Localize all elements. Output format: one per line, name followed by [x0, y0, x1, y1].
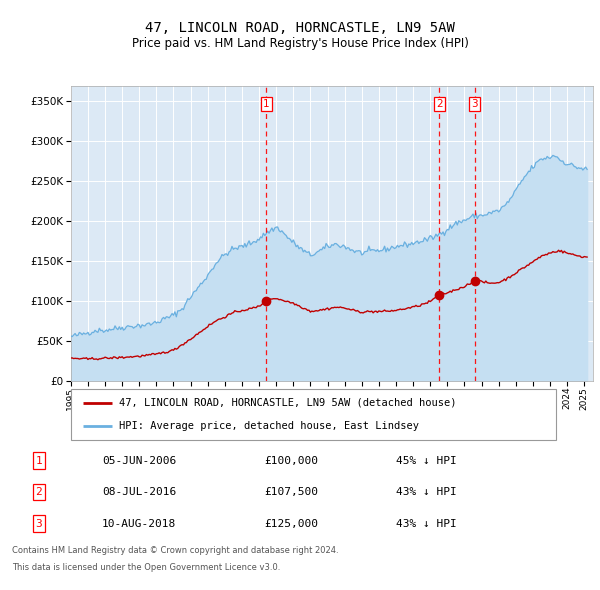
Text: 05-JUN-2006: 05-JUN-2006: [102, 455, 176, 466]
Text: Contains HM Land Registry data © Crown copyright and database right 2024.: Contains HM Land Registry data © Crown c…: [12, 546, 338, 555]
Text: HPI: Average price, detached house, East Lindsey: HPI: Average price, detached house, East…: [119, 421, 419, 431]
Text: 3: 3: [35, 519, 43, 529]
Text: 2: 2: [35, 487, 43, 497]
Text: £100,000: £100,000: [264, 455, 318, 466]
Text: £107,500: £107,500: [264, 487, 318, 497]
Text: 1: 1: [263, 99, 269, 109]
FancyBboxPatch shape: [71, 389, 556, 440]
Text: 47, LINCOLN ROAD, HORNCASTLE, LN9 5AW: 47, LINCOLN ROAD, HORNCASTLE, LN9 5AW: [145, 21, 455, 35]
Text: 45% ↓ HPI: 45% ↓ HPI: [396, 455, 457, 466]
Text: Price paid vs. HM Land Registry's House Price Index (HPI): Price paid vs. HM Land Registry's House …: [131, 37, 469, 50]
Text: 08-JUL-2016: 08-JUL-2016: [102, 487, 176, 497]
Text: 43% ↓ HPI: 43% ↓ HPI: [396, 487, 457, 497]
Text: £125,000: £125,000: [264, 519, 318, 529]
Text: 3: 3: [472, 99, 478, 109]
Text: 1: 1: [35, 455, 43, 466]
Text: 2: 2: [436, 99, 442, 109]
Text: 43% ↓ HPI: 43% ↓ HPI: [396, 519, 457, 529]
Text: 10-AUG-2018: 10-AUG-2018: [102, 519, 176, 529]
Text: This data is licensed under the Open Government Licence v3.0.: This data is licensed under the Open Gov…: [12, 563, 280, 572]
Text: 47, LINCOLN ROAD, HORNCASTLE, LN9 5AW (detached house): 47, LINCOLN ROAD, HORNCASTLE, LN9 5AW (d…: [119, 398, 457, 408]
